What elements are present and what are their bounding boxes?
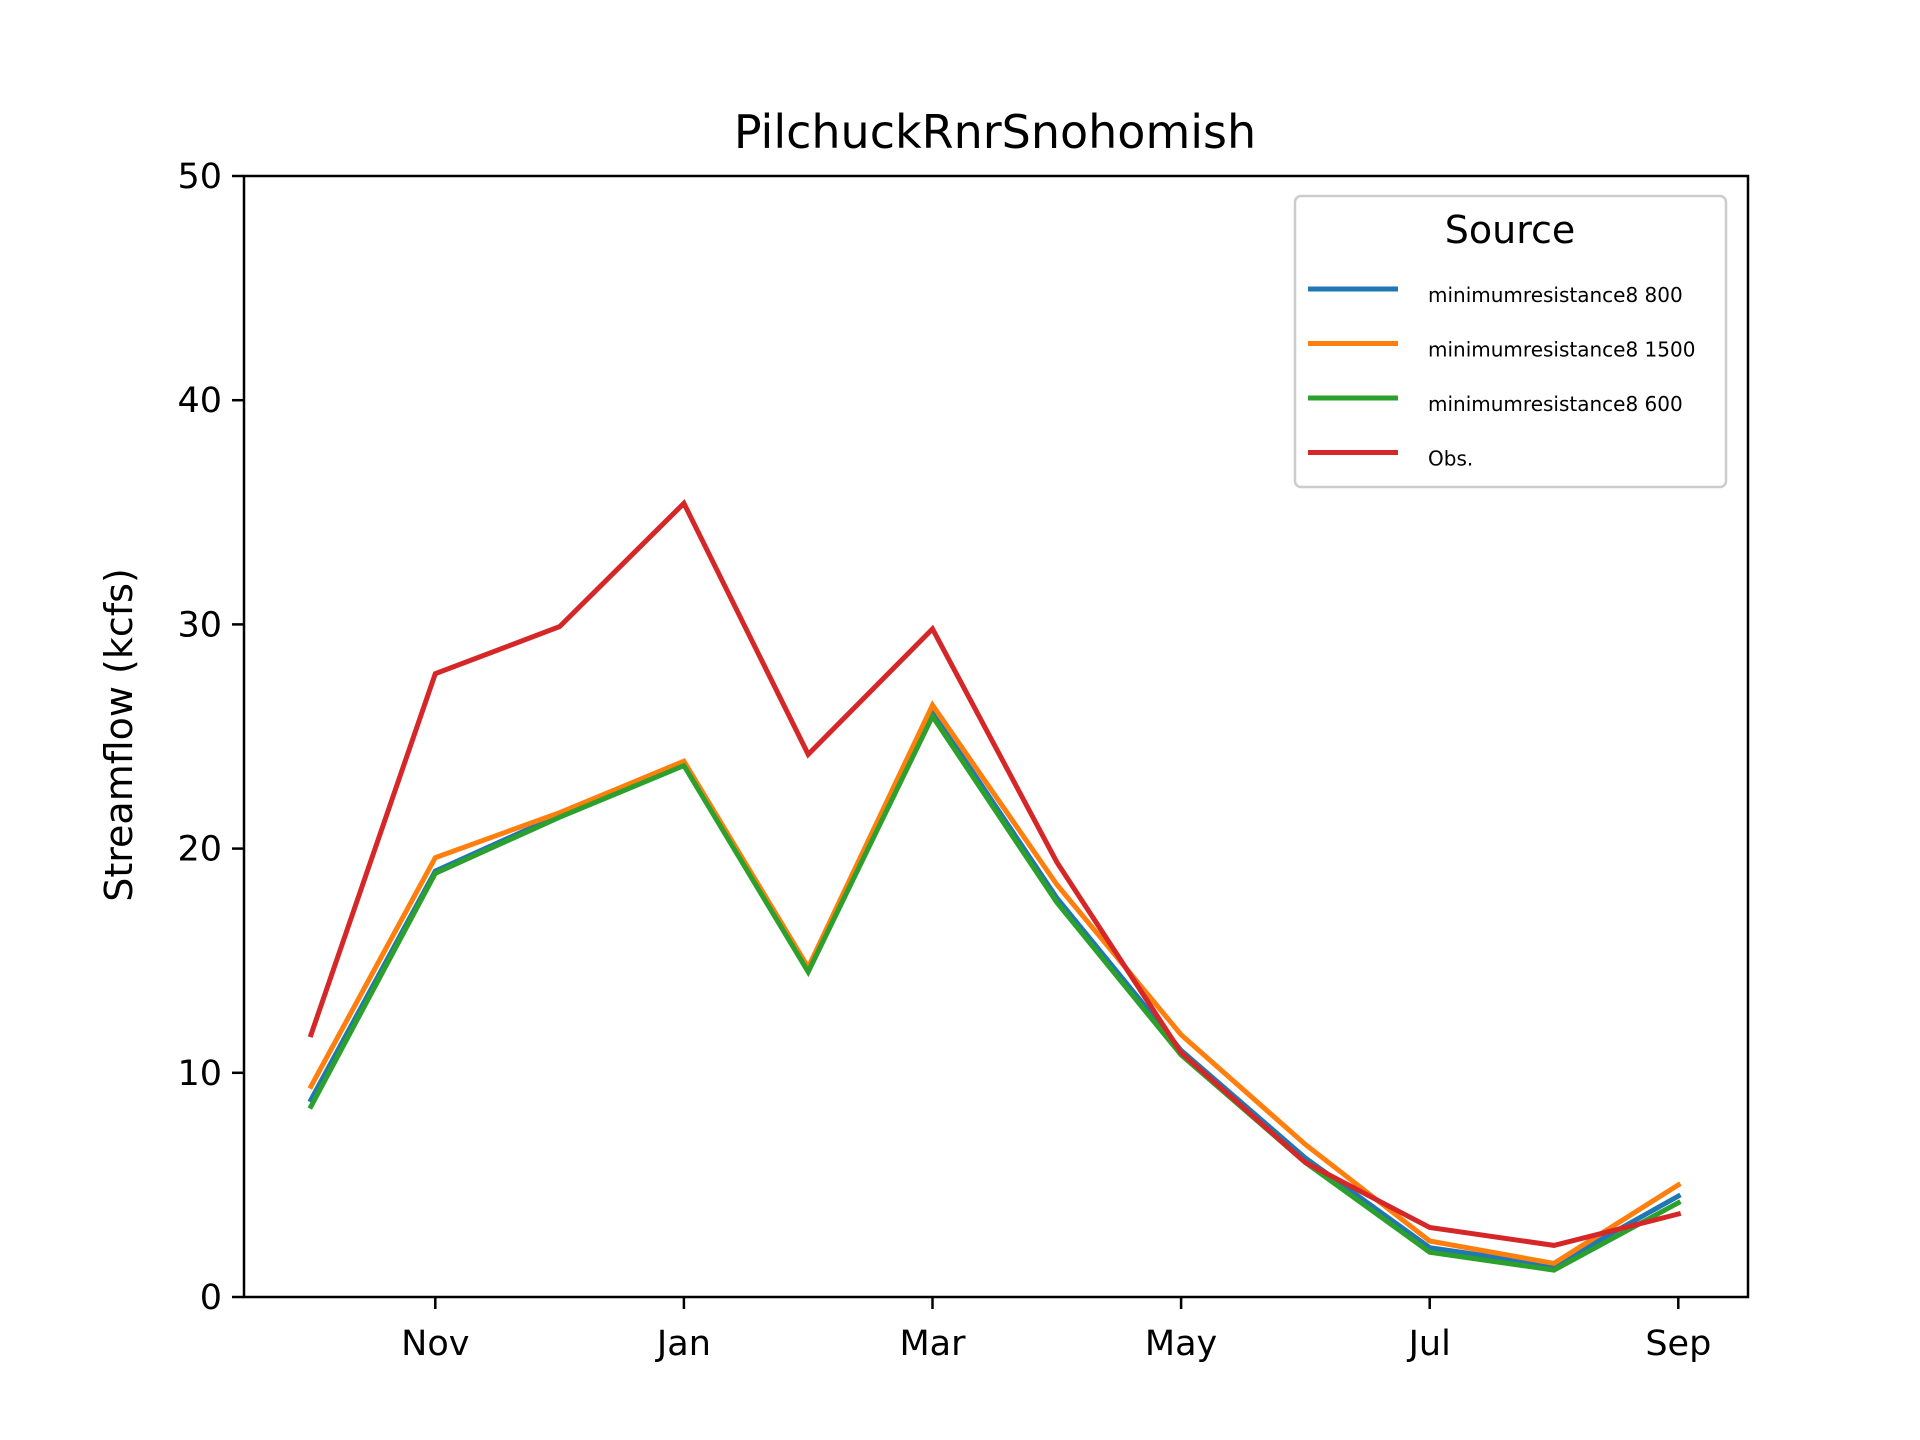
x-tick-label: Mar xyxy=(899,1324,966,1364)
y-axis: 0 10 20 30 40 50 xyxy=(177,157,244,1318)
y-tick-label: 30 xyxy=(177,605,222,645)
chart-title: PilchuckRnrSnohomish xyxy=(734,105,1256,159)
legend: Source minimumresistance8 800minimumresi… xyxy=(1293,194,1728,489)
x-tick-label: Jan xyxy=(655,1324,711,1364)
y-tick-label: 0 xyxy=(200,1278,222,1318)
x-axis: Nov Jan Mar May Jul Sep xyxy=(401,1297,1711,1364)
x-tick-label: May xyxy=(1145,1324,1217,1364)
y-tick-label: 20 xyxy=(177,830,222,870)
x-tick-label: Sep xyxy=(1645,1324,1711,1364)
series-line-2 xyxy=(307,711,1682,1273)
legend-title: Source xyxy=(1445,208,1576,252)
plot-frame xyxy=(242,174,1750,1299)
legend-label: minimumresistance8 800 xyxy=(1428,283,1683,307)
series-line-3 xyxy=(307,499,1682,1248)
legend-entries: minimumresistance8 800 minimumresistance8… xyxy=(1308,283,1695,471)
x-tick-label: Nov xyxy=(401,1324,469,1364)
x-tick-label: Jul xyxy=(1407,1324,1451,1364)
y-tick-label: 40 xyxy=(177,381,222,421)
series-layer xyxy=(307,499,1682,1273)
legend-label: minimumresistance8 600 xyxy=(1428,392,1683,416)
y-axis-label: Streamflow (kcfs) xyxy=(97,568,141,902)
y-tick-label: 50 xyxy=(177,157,222,197)
legend-label: minimumresistance8 1500 xyxy=(1428,338,1695,362)
legend-box xyxy=(1293,194,1728,489)
series-line-1 xyxy=(307,700,1682,1267)
legend-label: Obs. xyxy=(1428,447,1473,471)
y-tick-label: 10 xyxy=(177,1054,222,1094)
